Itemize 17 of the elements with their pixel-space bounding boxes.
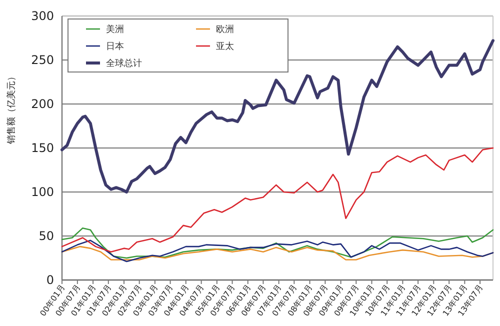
line-series bbox=[60, 39, 494, 194]
y-tick-label: 300 bbox=[31, 9, 54, 24]
legend-label: 欧洲 bbox=[216, 24, 234, 36]
line-series bbox=[61, 227, 494, 259]
legend-label: 亚太 bbox=[216, 41, 234, 52]
line-series bbox=[61, 240, 494, 262]
y-tick-label: 150 bbox=[31, 141, 54, 156]
y-tick-label: 0 bbox=[46, 273, 54, 288]
legend-label: 美洲 bbox=[106, 24, 124, 36]
y-tick-label: 50 bbox=[38, 229, 54, 244]
line-series bbox=[61, 147, 494, 252]
legend-label: 全球总计 bbox=[106, 58, 142, 70]
legend-label: 日本 bbox=[106, 41, 124, 52]
y-axis-title: 销售额（亿美元） bbox=[6, 72, 17, 145]
y-tick-label: 100 bbox=[31, 185, 54, 200]
y-tick-label: 250 bbox=[31, 53, 54, 68]
y-tick-label: 200 bbox=[31, 97, 54, 112]
